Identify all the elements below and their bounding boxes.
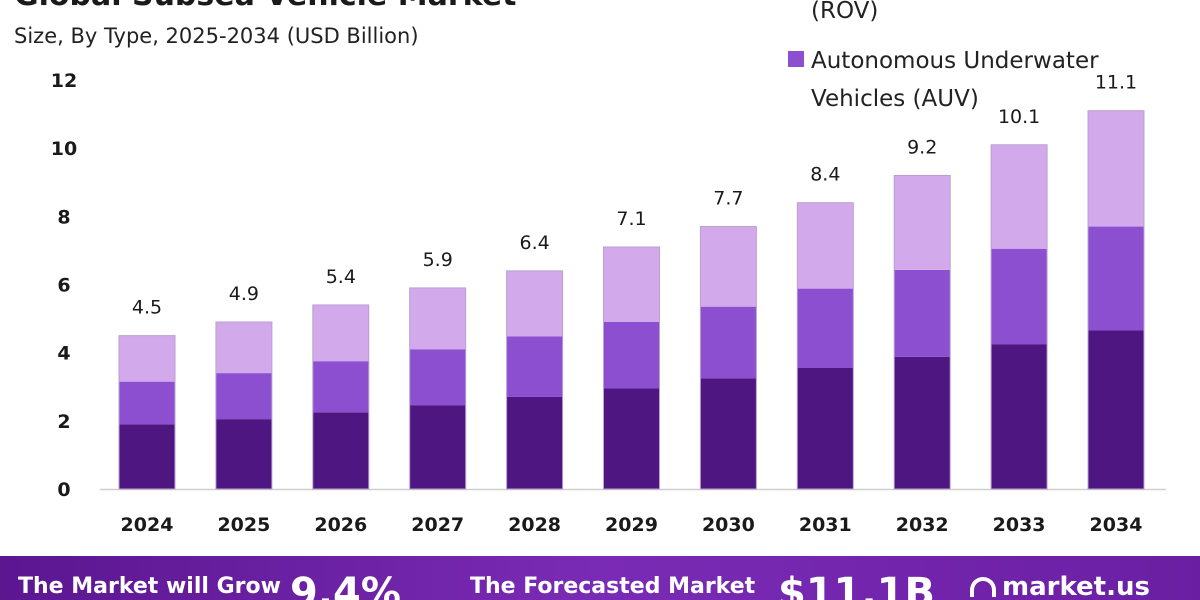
bar-2033-segment-1 — [991, 344, 1048, 489]
bar-2030-outline — [699, 226, 757, 490]
bar-2024-segment-2 — [119, 381, 175, 425]
bar-2033-segment-2 — [991, 248, 1048, 345]
x-tick-label-2025: 2025 — [217, 514, 270, 536]
bar-total-label-2024: 4.5 — [132, 297, 162, 319]
legend-auv: Autonomous Underwater Vehicles (AUV) — [788, 42, 1099, 118]
x-tick-label-2027: 2027 — [411, 514, 464, 536]
bar-total-label-2034: 11.1 — [1095, 72, 1137, 94]
legend-auv-label-line1: Autonomous Underwater — [811, 48, 1099, 74]
bar-2028-outline — [506, 270, 564, 490]
bar-2029-outline — [603, 246, 660, 490]
bar-2030-segment-3 — [700, 226, 757, 307]
bar-2025-segment-2 — [215, 373, 272, 420]
market-us-logo[interactable]: market.us — [970, 572, 1150, 600]
bar-2030-segment-1 — [700, 378, 757, 489]
chart-subtitle: Size, By Type, 2025-2034 (USD Billion) — [14, 24, 419, 48]
stacked-bar-chart: 0 2 4 6 8 10 12 4.5 2024 4.9 2025 5.4 2026 5.9 2027 6.4… — [51, 70, 1166, 536]
bar-2031-segment-1 — [797, 368, 854, 489]
chart-title: Global Subsea Vehicle Market — [14, 0, 516, 13]
bar-2028-segment-2 — [506, 336, 563, 397]
bar-2031-segment-2 — [797, 288, 854, 369]
logo-text: market.us — [1002, 572, 1150, 600]
y-tick-label-0: 0 — [57, 479, 70, 501]
bar-2025-segment-3 — [215, 321, 272, 374]
bar-2029-segment-2 — [603, 321, 660, 389]
bar-2032-outline — [893, 174, 951, 490]
footer-banner: The Market will Grow 9.4% The Forecasted… — [0, 556, 1200, 600]
footer-forecast-text: The Forecasted Market — [470, 574, 756, 599]
bar-2032-segment-2 — [894, 269, 951, 357]
bar-2026-segment-1 — [312, 412, 369, 489]
bar-2034-segment-3 — [1088, 110, 1144, 227]
footer-growth-text: The Market will Grow — [18, 574, 281, 599]
bar-2026-segment-3 — [312, 304, 369, 362]
bar-2027-segment-2 — [409, 349, 466, 406]
y-tick-label-4: 4 — [57, 343, 70, 365]
bar-2027-outline — [409, 287, 467, 490]
legend-rov-label: (ROV) — [811, 0, 879, 24]
bar-2032-segment-3 — [894, 175, 951, 270]
y-tick-label-12: 12 — [51, 70, 77, 92]
bar-total-label-2030: 7.7 — [713, 188, 743, 210]
bar-2024-outline — [118, 335, 176, 490]
y-tick-label-8: 8 — [57, 206, 70, 228]
logo-icon — [970, 577, 996, 597]
x-tick-label-2024: 2024 — [121, 514, 174, 536]
bar-2026-segment-2 — [312, 361, 369, 413]
bar-2031-segment-3 — [797, 202, 854, 289]
bar-2034-segment-1 — [1088, 330, 1144, 489]
bar-total-label-2031: 8.4 — [810, 164, 840, 186]
bar-2033-outline — [990, 144, 1048, 490]
x-tick-label-2034: 2034 — [1090, 514, 1143, 536]
y-tick-label-10: 10 — [51, 138, 77, 160]
bar-2033-segment-3 — [991, 144, 1048, 249]
bar-2028-segment-3 — [506, 270, 563, 337]
bar-2029-segment-1 — [603, 388, 660, 489]
y-tick-label-2: 2 — [57, 411, 70, 433]
bar-total-label-2029: 7.1 — [616, 208, 646, 230]
footer-growth-value: 9.4% — [290, 570, 401, 600]
bar-2030-segment-2 — [700, 306, 757, 379]
legend-auv-label-line2: Vehicles (AUV) — [811, 86, 979, 112]
legend-auv-swatch — [788, 51, 804, 67]
bar-total-label-2028: 6.4 — [519, 232, 549, 254]
x-tick-label-2029: 2029 — [605, 514, 658, 536]
bar-2032-segment-1 — [894, 356, 951, 489]
x-tick-label-2033: 2033 — [993, 514, 1046, 536]
bar-total-label-2033: 10.1 — [998, 106, 1040, 128]
y-tick-label-6: 6 — [57, 275, 70, 297]
x-tick-label-2028: 2028 — [508, 514, 561, 536]
bar-total-label-2026: 5.4 — [326, 266, 356, 288]
x-tick-label-2026: 2026 — [314, 514, 367, 536]
bar-2031-outline — [796, 202, 854, 490]
bar-total-label-2027: 5.9 — [423, 249, 453, 271]
bar-2025-segment-1 — [215, 419, 272, 489]
bar-total-label-2025: 4.9 — [229, 283, 259, 305]
footer-forecast-value: $11.1B — [778, 570, 936, 600]
bar-2027-segment-1 — [409, 405, 466, 489]
bar-2024-segment-3 — [119, 335, 175, 382]
bar-2029-segment-3 — [603, 247, 660, 322]
x-tick-label-2032: 2032 — [896, 514, 949, 536]
bar-2027-segment-3 — [409, 287, 466, 350]
x-tick-label-2030: 2030 — [702, 514, 755, 536]
bar-total-label-2032: 9.2 — [907, 136, 937, 158]
bar-2025-outline — [215, 321, 273, 490]
bar-2034-outline — [1087, 110, 1145, 490]
bar-2028-segment-1 — [506, 396, 563, 489]
bar-2026-outline — [312, 304, 370, 490]
bar-2024-segment-1 — [119, 424, 175, 489]
x-tick-label-2031: 2031 — [799, 514, 852, 536]
bar-2034-segment-2 — [1088, 226, 1144, 331]
